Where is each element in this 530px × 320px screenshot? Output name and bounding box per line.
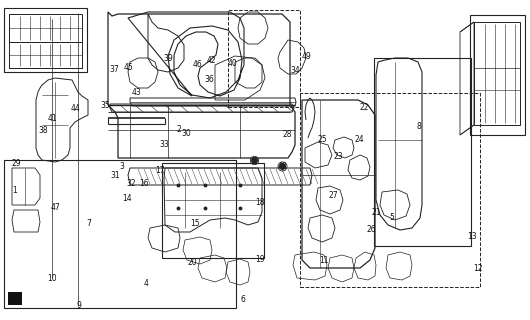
Text: 27: 27 [328, 191, 338, 200]
Text: 4: 4 [143, 279, 148, 288]
Text: 22: 22 [360, 103, 369, 112]
Bar [374, 58, 471, 246]
Text: 28: 28 [282, 130, 292, 139]
Text: 11: 11 [320, 256, 329, 265]
Text: 10: 10 [47, 274, 57, 283]
Text: 45: 45 [123, 63, 133, 72]
Bar [162, 163, 264, 258]
Text: 14: 14 [122, 194, 132, 203]
Text: 19: 19 [255, 255, 264, 264]
Text: 15: 15 [190, 220, 200, 228]
Text: 41: 41 [47, 114, 57, 123]
Text: 47: 47 [51, 203, 60, 212]
Text: FR.: FR. [6, 293, 24, 303]
Text: 1: 1 [13, 186, 17, 195]
Text: 2: 2 [177, 125, 181, 134]
Text: 6: 6 [240, 295, 245, 304]
Text: 43: 43 [132, 88, 142, 97]
Text: 17: 17 [155, 166, 165, 175]
Text: 30: 30 [182, 129, 191, 138]
Text: 46: 46 [192, 60, 202, 69]
Text: 44: 44 [70, 104, 80, 113]
Text: 16: 16 [139, 180, 149, 188]
Text: 34: 34 [291, 66, 301, 75]
Text: 9: 9 [76, 301, 81, 310]
Text: 20: 20 [187, 258, 197, 267]
Bar [4, 160, 236, 308]
Text: 42: 42 [206, 56, 216, 65]
Text: 12: 12 [473, 264, 483, 273]
Text: 29: 29 [11, 159, 21, 168]
Text: 37: 37 [109, 65, 119, 74]
Bar [228, 10, 300, 107]
Text: 40: 40 [227, 59, 237, 68]
Text: 23: 23 [333, 152, 343, 161]
Text: 24: 24 [355, 135, 364, 144]
Bar [300, 93, 480, 287]
Text: 49: 49 [302, 52, 311, 61]
Text: 3: 3 [119, 162, 125, 171]
Text: 25: 25 [317, 135, 327, 144]
Text: 36: 36 [205, 75, 214, 84]
Text: 35: 35 [100, 101, 110, 110]
Bar [4, 8, 87, 72]
Text: 39: 39 [164, 54, 173, 63]
Text: 38: 38 [39, 126, 48, 135]
Text: 13: 13 [467, 232, 476, 241]
Bar [470, 15, 525, 135]
Text: 48: 48 [277, 162, 287, 171]
Text: 7: 7 [86, 220, 92, 228]
Polygon shape [8, 292, 22, 305]
Text: 26: 26 [366, 225, 376, 234]
Text: 32: 32 [127, 179, 136, 188]
Text: 18: 18 [255, 198, 264, 207]
Text: 31: 31 [111, 171, 120, 180]
Text: 21: 21 [372, 208, 381, 217]
Text: 33: 33 [160, 140, 169, 149]
Text: 5: 5 [390, 213, 395, 222]
Text: 8: 8 [417, 122, 421, 131]
